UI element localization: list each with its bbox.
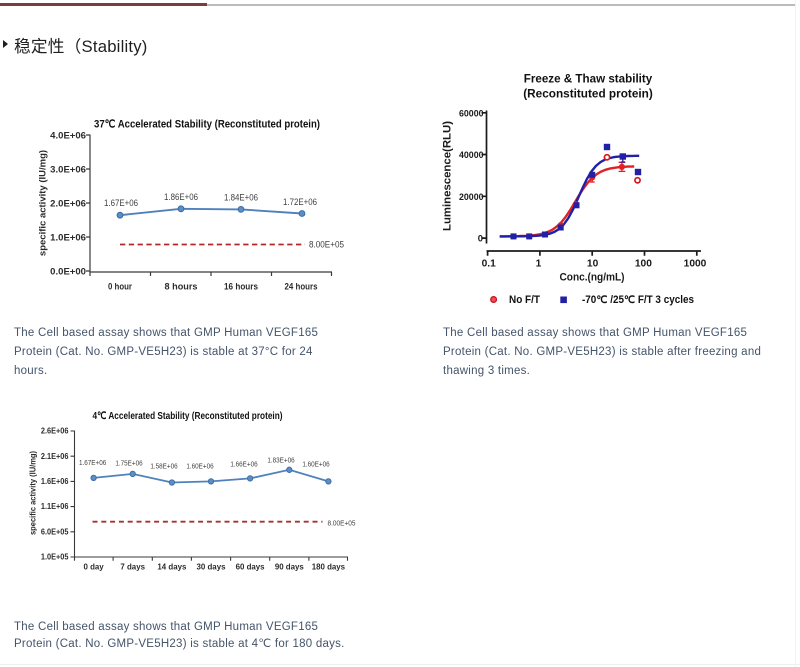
svg-text:40000: 40000 xyxy=(459,149,484,160)
svg-text:60 days: 60 days xyxy=(236,563,266,572)
svg-text:10: 10 xyxy=(587,258,599,269)
svg-text:7 days: 7 days xyxy=(120,563,145,572)
svg-text:Luminescence(RLU): Luminescence(RLU) xyxy=(442,121,454,231)
svg-text:24 hours: 24 hours xyxy=(285,282,318,293)
svg-text:1.60E+06: 1.60E+06 xyxy=(186,462,213,471)
svg-text:1.86E+06: 1.86E+06 xyxy=(164,192,198,202)
svg-text:37℃ Accelerated Stability (Re: 37℃ Accelerated Stability (Reconstituted… xyxy=(94,119,320,131)
svg-text:Freeze & Thaw stability: Freeze & Thaw stability xyxy=(524,72,653,86)
svg-text:6.0E+05: 6.0E+05 xyxy=(41,527,69,536)
svg-text:1.1E+06: 1.1E+06 xyxy=(41,502,69,511)
svg-text:2.1E+06: 2.1E+06 xyxy=(41,452,69,461)
svg-text:1.66E+06: 1.66E+06 xyxy=(230,460,257,469)
svg-text:No F/T: No F/T xyxy=(509,294,540,306)
svg-text:8.00E+05: 8.00E+05 xyxy=(309,239,344,249)
svg-text:1.0E+05: 1.0E+05 xyxy=(41,553,69,562)
svg-text:1000: 1000 xyxy=(684,258,707,269)
svg-text:(Reconstituted protein): (Reconstituted protein) xyxy=(523,87,653,101)
svg-text:1.67E+06: 1.67E+06 xyxy=(79,458,106,467)
svg-text:3.0E+06: 3.0E+06 xyxy=(50,164,86,175)
svg-text:1.67E+06: 1.67E+06 xyxy=(104,198,138,208)
svg-text:4℃ Accelerated Stability (Rec: 4℃ Accelerated Stability (Reconstituted … xyxy=(93,410,283,422)
svg-text:1.0E+06: 1.0E+06 xyxy=(50,232,86,243)
svg-text:180 days: 180 days xyxy=(312,563,346,572)
svg-text:1.75E+06: 1.75E+06 xyxy=(115,459,142,468)
svg-text:1.83E+06: 1.83E+06 xyxy=(267,456,294,465)
svg-text:1.84E+06: 1.84E+06 xyxy=(224,193,258,203)
svg-text:0 day: 0 day xyxy=(84,563,105,572)
svg-text:specific activity (IU/mg): specific activity (IU/mg) xyxy=(38,150,49,256)
svg-text:0.0E+00: 0.0E+00 xyxy=(50,266,86,277)
svg-text:0.1: 0.1 xyxy=(482,258,496,269)
svg-text:16 hours: 16 hours xyxy=(224,282,258,293)
svg-text:2.0E+06: 2.0E+06 xyxy=(50,198,86,209)
svg-text:100: 100 xyxy=(635,258,652,269)
svg-text:specific activity (IU/mg): specific activity (IU/mg) xyxy=(29,451,38,535)
svg-text:-70℃ /25℃ F/T 3 cycles: -70℃ /25℃ F/T 3 cycles xyxy=(582,294,694,306)
svg-text:8.00E+05: 8.00E+05 xyxy=(328,518,356,527)
svg-text:1: 1 xyxy=(536,258,542,269)
svg-text:1.60E+06: 1.60E+06 xyxy=(302,460,329,469)
svg-text:2.6E+06: 2.6E+06 xyxy=(41,427,69,436)
svg-text:1.58E+06: 1.58E+06 xyxy=(150,462,177,471)
svg-text:14 days: 14 days xyxy=(157,563,187,572)
svg-text:20000: 20000 xyxy=(459,191,484,202)
svg-text:0 hour: 0 hour xyxy=(108,282,132,293)
svg-text:8 hours: 8 hours xyxy=(165,282,198,293)
svg-text:0: 0 xyxy=(478,233,483,244)
svg-text:1.72E+06: 1.72E+06 xyxy=(283,197,317,207)
svg-text:1.6E+06: 1.6E+06 xyxy=(41,477,69,486)
svg-text:30 days: 30 days xyxy=(197,563,227,572)
svg-text:Conc.(ng/mL): Conc.(ng/mL) xyxy=(560,271,625,283)
svg-text:90 days: 90 days xyxy=(275,563,305,572)
svg-text:60000: 60000 xyxy=(459,107,484,118)
svg-text:4.0E+06: 4.0E+06 xyxy=(50,130,86,141)
